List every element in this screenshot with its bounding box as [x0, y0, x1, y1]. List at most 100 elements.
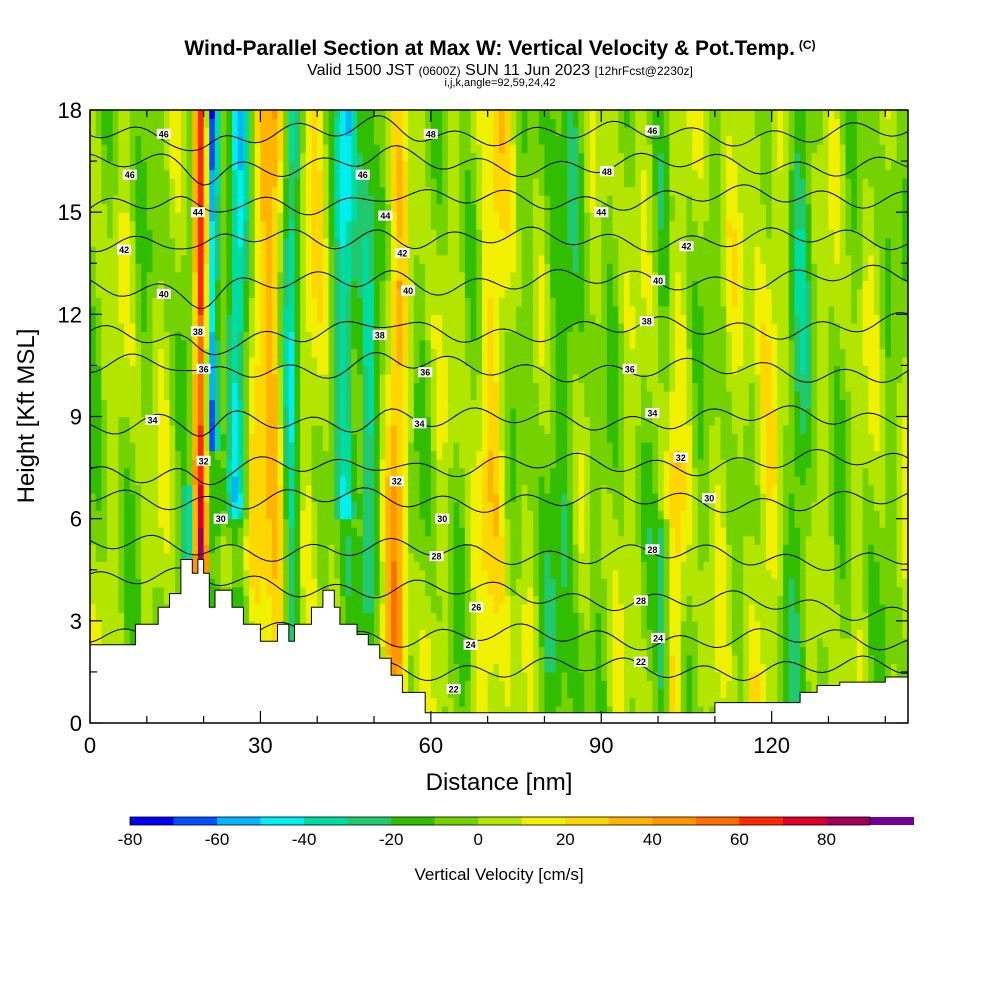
- velocity-cell: [152, 501, 159, 511]
- velocity-cell: [391, 467, 398, 477]
- velocity-cell: [266, 390, 273, 401]
- velocity-cell: [470, 680, 477, 690]
- velocity-cell: [90, 339, 97, 349]
- velocity-cell: [447, 416, 455, 426]
- velocity-cell: [129, 620, 137, 630]
- velocity-cell: [442, 220, 449, 230]
- velocity-cell: [169, 237, 176, 247]
- velocity-cell: [163, 314, 171, 324]
- velocity-cell: [180, 288, 188, 298]
- velocity-cell: [425, 280, 432, 290]
- velocity-cell: [186, 552, 193, 562]
- velocity-cell: [237, 161, 244, 171]
- velocity-cell: [243, 212, 250, 222]
- velocity-cell: [95, 127, 102, 137]
- velocity-cell: [175, 382, 182, 392]
- velocity-cell: [425, 561, 432, 571]
- velocity-cell: [266, 322, 273, 332]
- velocity-cell: [180, 501, 188, 511]
- velocity-cell: [129, 152, 137, 162]
- velocity-cell: [419, 254, 426, 264]
- velocity-cell: [197, 246, 205, 256]
- velocity-cell: [419, 425, 426, 435]
- velocity-cell: [447, 527, 455, 537]
- velocity-cell: [175, 442, 182, 452]
- velocity-cell: [379, 246, 386, 256]
- velocity-cell: [351, 390, 358, 401]
- velocity-cell: [129, 603, 137, 613]
- velocity-cell: [339, 348, 347, 358]
- velocity-cell: [430, 271, 438, 281]
- velocity-cell: [118, 527, 125, 537]
- velocity-cell: [237, 476, 244, 486]
- velocity-cell: [374, 407, 381, 418]
- velocity-cell: [385, 186, 392, 196]
- velocity-cell: [430, 297, 438, 307]
- velocity-cell: [436, 680, 443, 690]
- velocity-cell: [186, 365, 193, 375]
- velocity-cell: [90, 212, 97, 222]
- velocity-cell: [283, 493, 290, 503]
- velocity-cell: [220, 365, 227, 375]
- velocity-cell: [101, 510, 108, 520]
- velocity-cell: [317, 365, 324, 375]
- velocity-cell: [430, 212, 438, 222]
- velocity-cell: [396, 169, 404, 179]
- velocity-cell: [305, 501, 313, 511]
- velocity-cell: [271, 246, 279, 256]
- velocity-cell: [283, 356, 290, 367]
- velocity-cell: [146, 161, 154, 171]
- velocity-cell: [476, 186, 483, 196]
- velocity-cell: [163, 169, 171, 179]
- velocity-cell: [163, 518, 171, 528]
- velocity-cell: [374, 501, 381, 511]
- velocity-cell: [226, 169, 233, 179]
- velocity-cell: [408, 305, 415, 315]
- velocity-cell: [459, 271, 466, 281]
- velocity-cell: [277, 510, 284, 520]
- velocity-cell: [459, 637, 466, 647]
- velocity-cell: [95, 535, 102, 545]
- velocity-cell: [356, 629, 364, 639]
- velocity-cell: [232, 297, 239, 307]
- velocity-cell: [95, 280, 102, 290]
- velocity-cell: [305, 510, 313, 520]
- velocity-cell: [402, 390, 409, 401]
- velocity-cell: [442, 612, 449, 622]
- velocity-cell: [260, 629, 267, 639]
- velocity-cell: [385, 510, 392, 520]
- velocity-cell: [141, 280, 148, 290]
- velocity-cell: [419, 135, 426, 145]
- velocity-cell: [311, 186, 318, 196]
- velocity-cell: [470, 697, 477, 707]
- velocity-cell: [442, 178, 449, 188]
- velocity-cell: [180, 544, 188, 554]
- velocity-cell: [243, 407, 250, 418]
- velocity-cell: [311, 144, 318, 154]
- velocity-cell: [95, 561, 102, 571]
- velocity-cell: [334, 390, 341, 401]
- velocity-cell: [385, 595, 392, 605]
- velocity-cell: [237, 535, 244, 545]
- velocity-cell: [442, 110, 449, 120]
- velocity-cell: [385, 442, 392, 452]
- velocity-cell: [459, 663, 466, 673]
- velocity-cell: [141, 212, 148, 222]
- velocity-cell: [192, 510, 199, 520]
- velocity-cell: [311, 476, 318, 486]
- velocity-cell: [322, 578, 330, 588]
- velocity-cell: [311, 152, 318, 162]
- velocity-cell: [95, 135, 102, 145]
- velocity-cell: [300, 561, 307, 571]
- velocity-cell: [214, 152, 222, 162]
- velocity-cell: [129, 382, 137, 392]
- velocity-cell: [408, 280, 415, 290]
- velocity-cell: [391, 637, 398, 647]
- velocity-cell: [379, 518, 386, 528]
- velocity-cell: [180, 186, 188, 196]
- velocity-cell: [481, 629, 489, 639]
- velocity-cell: [339, 203, 347, 213]
- velocity-cell: [118, 263, 125, 273]
- velocity-cell: [391, 356, 398, 367]
- velocity-cell: [322, 484, 330, 494]
